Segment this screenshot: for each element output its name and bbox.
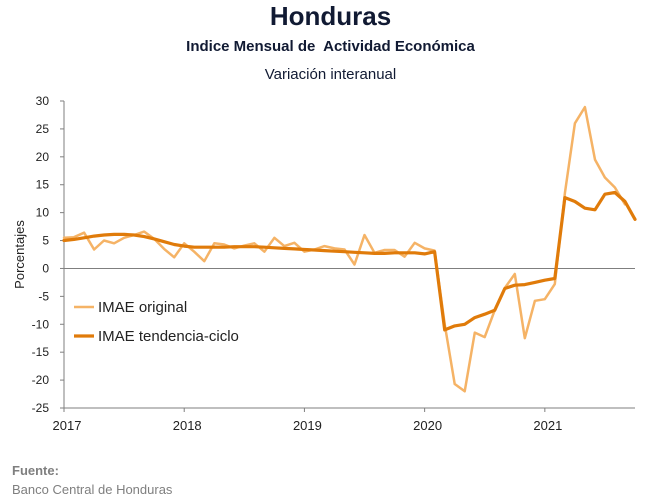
- y-tick-label: 5: [42, 234, 49, 248]
- series-line-imae-tendencia-ciclo: [62, 190, 637, 332]
- x-tick-label: 2017: [53, 418, 82, 433]
- y-axis-label: Porcentajes: [12, 220, 27, 289]
- chart-subtitle: Indice Mensual de Actividad Económica: [186, 38, 475, 55]
- y-tick-label: 10: [36, 206, 50, 220]
- y-tick-label: 30: [36, 94, 50, 108]
- series-line-imae-original: [62, 105, 627, 393]
- y-tick-label: 0: [42, 261, 49, 275]
- y-tick-label: -20: [32, 373, 50, 387]
- legend-box: [70, 289, 260, 349]
- x-tick-label: 2019: [293, 418, 322, 433]
- y-tick-label: -10: [32, 317, 50, 331]
- legend-label: IMAE tendencia-ciclo: [98, 328, 239, 345]
- source-label: Fuente:: [12, 463, 59, 478]
- y-tick-label: -5: [38, 289, 49, 303]
- y-tick-label: 25: [36, 122, 50, 136]
- chart-title: Honduras: [269, 1, 392, 31]
- x-tick-label: 2020: [413, 418, 442, 433]
- y-tick-label: -25: [32, 401, 50, 415]
- y-tick-label: 15: [36, 178, 50, 192]
- x-tick-label: 2021: [533, 418, 562, 433]
- source-value: Banco Central de Honduras: [12, 482, 173, 497]
- y-tick-label: 20: [36, 150, 50, 164]
- chart-subsubtitle: Variación interanual: [264, 66, 397, 83]
- y-tick-label: -15: [32, 345, 50, 359]
- x-tick-label: 2018: [173, 418, 202, 433]
- legend-label: IMAE original: [98, 299, 187, 316]
